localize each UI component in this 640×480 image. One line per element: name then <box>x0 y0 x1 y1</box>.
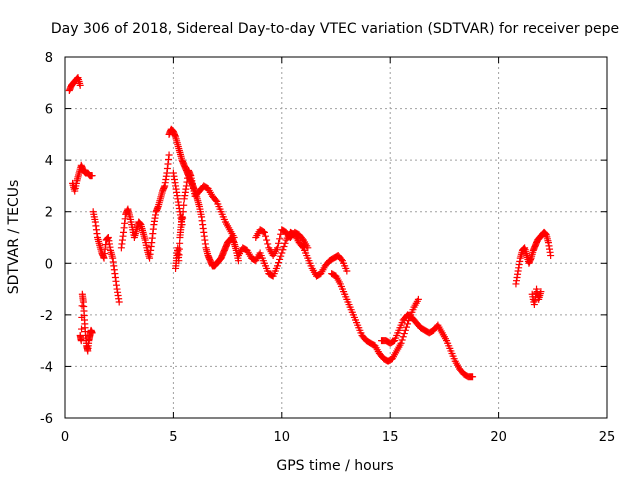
data-point <box>78 302 86 310</box>
y-tick-label: 2 <box>45 206 53 221</box>
y-tick-label: 8 <box>45 51 53 66</box>
y-tick-label: -6 <box>40 412 53 427</box>
data-point <box>259 228 267 236</box>
data-point <box>76 81 84 89</box>
data-point <box>165 151 173 159</box>
data-point <box>273 244 281 252</box>
data-point <box>400 330 408 338</box>
data-point <box>212 196 220 204</box>
data-point <box>88 172 96 180</box>
data-point <box>398 336 406 344</box>
chart-grid <box>65 57 607 418</box>
data-point <box>547 252 555 260</box>
data-point <box>230 234 238 241</box>
data-point <box>88 329 96 337</box>
data-point <box>277 230 285 238</box>
data-point <box>273 262 281 270</box>
data-point <box>179 208 187 216</box>
data-point <box>537 288 545 296</box>
data-point <box>275 239 283 247</box>
data-point <box>414 295 422 303</box>
data-point <box>397 339 405 347</box>
x-tick-label: 25 <box>599 430 616 445</box>
y-tick-label: 4 <box>45 154 53 169</box>
data-point <box>401 326 409 334</box>
y-axis-label: SDTVAR / TECUs <box>6 180 22 295</box>
data-point <box>404 320 412 328</box>
data-point <box>277 252 285 260</box>
y-tick-label: -4 <box>40 360 53 375</box>
data-point <box>260 228 268 236</box>
plot-frame <box>64 56 608 419</box>
data-point <box>264 240 272 248</box>
axis-ticks: 0 5 10 15 20 25 -6 -4 -2 0 2 4 6 8 <box>40 51 615 445</box>
y-tick-label: 0 <box>45 257 53 272</box>
data-point <box>180 201 188 209</box>
data-point <box>337 255 345 263</box>
data-point <box>115 298 123 306</box>
data-point <box>399 333 407 341</box>
data-point <box>304 244 312 252</box>
data-point <box>279 246 287 254</box>
data-point <box>78 325 86 333</box>
data-point <box>281 239 289 247</box>
x-axis-label: GPS time / hours <box>276 458 393 474</box>
data-point <box>343 267 351 275</box>
data-point <box>280 243 288 251</box>
x-tick-label: 15 <box>382 430 399 445</box>
y-tick-label: 6 <box>45 103 53 118</box>
data-point <box>276 235 284 243</box>
data-point <box>402 323 410 331</box>
data-point <box>178 213 186 221</box>
data-point <box>275 259 283 267</box>
data-point <box>278 249 286 257</box>
data-point <box>276 255 284 263</box>
x-tick-label: 20 <box>490 430 507 445</box>
y-tick-label: -2 <box>40 309 53 324</box>
data-point <box>262 232 270 240</box>
x-tick-label: 0 <box>61 430 69 445</box>
data-point <box>263 236 271 244</box>
data-points <box>65 74 555 381</box>
x-tick-label: 5 <box>169 430 177 445</box>
x-tick-label: 10 <box>274 430 291 445</box>
data-point <box>469 373 477 381</box>
chart-title: Day 306 of 2018, Sidereal Day-to-day VTE… <box>51 21 619 37</box>
